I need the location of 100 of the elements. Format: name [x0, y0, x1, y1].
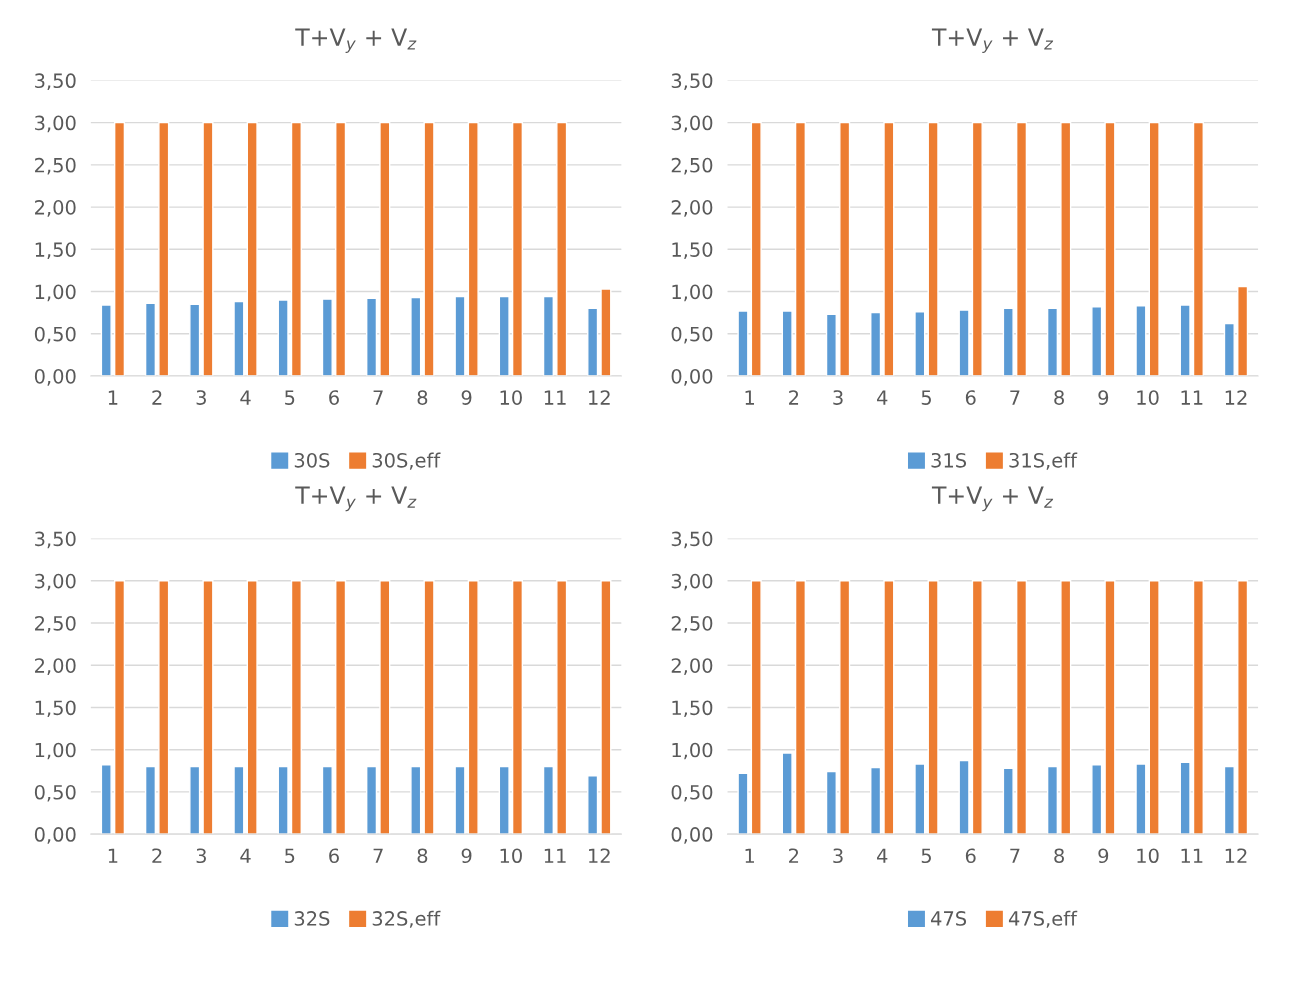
bar	[335, 580, 347, 835]
y-tick-label: 1,00	[672, 284, 713, 302]
chart-title: T+V$_{y}$ + V$_{z}$	[295, 28, 417, 53]
x-tick-label: 3	[833, 390, 843, 405]
x-tick-label: 11	[544, 848, 566, 863]
x-tick-label: 5	[285, 848, 295, 864]
bar	[1015, 580, 1028, 835]
x-tick-label: 3	[196, 848, 206, 864]
y-tick-label: 1,00	[672, 742, 713, 760]
bar	[1192, 580, 1204, 835]
bar	[958, 759, 970, 835]
y-tick-label: 2,50	[35, 157, 76, 175]
x-tick-label: 1	[108, 390, 118, 405]
bar	[277, 765, 289, 835]
y-tick-label: 3,00	[35, 115, 76, 133]
bar	[587, 307, 599, 376]
bar	[750, 121, 762, 376]
x-tick-label: 7	[1010, 390, 1020, 405]
y-tick-label: 2,00	[671, 658, 713, 675]
x-tick-label: 7	[373, 848, 383, 863]
bar	[113, 121, 126, 376]
bar	[202, 121, 214, 376]
y-tick-label: 3,50	[35, 73, 76, 91]
legend-label: 32S	[294, 911, 330, 926]
bar	[277, 299, 289, 376]
bar	[246, 580, 258, 835]
bar	[1179, 304, 1191, 376]
y-tick-label: 0,00	[34, 827, 76, 844]
x-tick-label: 4	[877, 848, 888, 863]
y-tick-label: 0,00	[34, 368, 76, 386]
y-tick-label: 2,50	[671, 157, 713, 175]
bar	[202, 580, 214, 835]
bar	[1223, 322, 1235, 376]
y-tick-label: 2,00	[35, 200, 76, 217]
bar	[971, 121, 983, 376]
bar	[144, 302, 157, 376]
bar	[511, 121, 524, 376]
bar	[511, 580, 524, 835]
x-tick-label: 8	[1054, 390, 1064, 405]
y-tick-label: 1,50	[35, 242, 76, 259]
bar	[379, 121, 391, 376]
bar	[542, 295, 554, 376]
bar	[556, 580, 568, 835]
y-tick-label: 1,50	[35, 700, 76, 718]
legend-label: 30S	[294, 452, 330, 468]
x-tick-label: 11	[1181, 848, 1203, 863]
x-tick-label: 8	[417, 848, 428, 864]
bar	[794, 121, 807, 376]
bar	[958, 309, 970, 376]
legend-label: 31S,eff	[1009, 452, 1078, 470]
y-tick-label: 2,50	[35, 615, 76, 633]
bar	[379, 580, 391, 835]
bar	[927, 121, 939, 376]
x-tick-label: 3	[196, 390, 206, 405]
x-tick-label: 6	[965, 848, 976, 864]
y-tick-label: 0,50	[671, 784, 713, 802]
bar	[542, 765, 554, 835]
chart-title: T+V$_{y}$ + V$_{z}$	[931, 28, 1054, 53]
bar	[321, 765, 333, 835]
bar	[1148, 121, 1160, 376]
bar	[914, 311, 926, 376]
bar	[423, 580, 435, 835]
bar	[781, 752, 793, 835]
bar	[100, 764, 112, 835]
bar	[454, 765, 466, 835]
bar	[1237, 580, 1249, 835]
x-tick-label: 10	[500, 390, 522, 405]
bar	[825, 313, 837, 376]
bar	[1223, 765, 1235, 835]
legend-label: 32S,eff	[372, 910, 441, 928]
x-tick-label: 1	[108, 848, 118, 863]
bar	[1135, 763, 1147, 835]
bar	[1148, 580, 1160, 835]
y-tick-label: 3,00	[35, 573, 76, 591]
y-tick-label: 3,50	[671, 73, 713, 91]
bar	[750, 580, 762, 835]
y-tick-label: 3,50	[35, 531, 76, 549]
x-tick-label: 8	[417, 390, 428, 405]
x-tick-label: 5	[921, 390, 931, 405]
bar	[870, 766, 882, 835]
x-tick-label: 7	[373, 390, 383, 405]
bar	[839, 121, 851, 376]
bar	[1060, 121, 1072, 376]
bar	[144, 765, 157, 835]
x-tick-label: 1	[745, 848, 754, 863]
bar	[1237, 285, 1249, 376]
x-tick-label: 12	[589, 848, 610, 863]
bar	[1179, 761, 1191, 835]
bar	[189, 303, 201, 376]
y-tick-label: 1,00	[35, 284, 76, 302]
x-tick-label: 10	[1137, 390, 1159, 405]
bar	[737, 772, 749, 835]
x-tick-label: 8	[1054, 848, 1064, 864]
bar	[498, 765, 510, 835]
y-tick-label: 2,50	[671, 615, 713, 633]
bar	[1060, 580, 1072, 835]
y-tick-label: 3,00	[671, 573, 713, 591]
bar	[587, 775, 599, 835]
x-tick-label: 6	[965, 390, 976, 405]
x-tick-label: 9	[461, 390, 472, 405]
